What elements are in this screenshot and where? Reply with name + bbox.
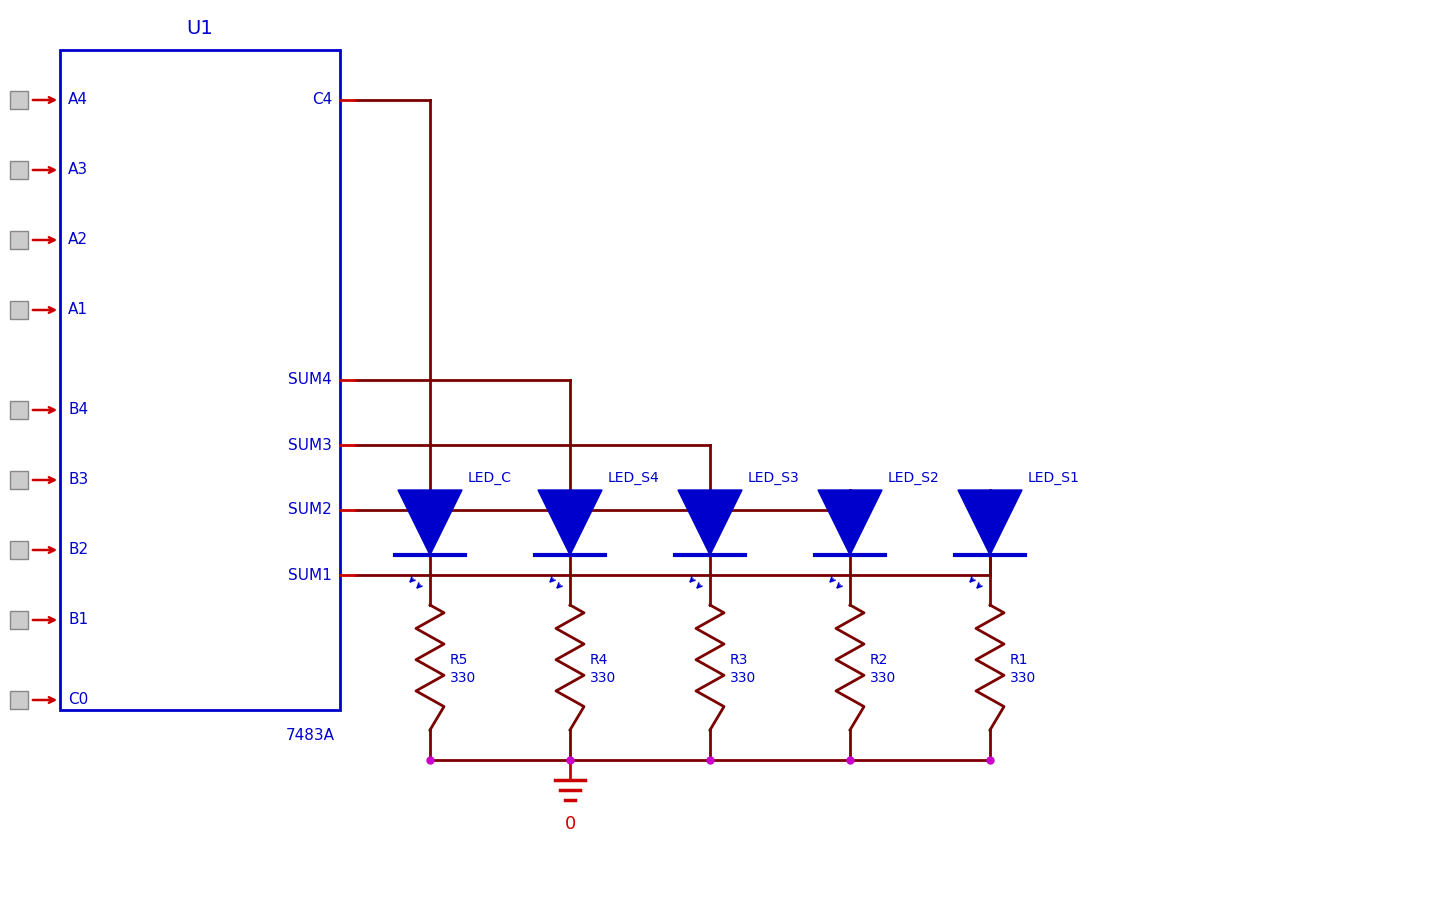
Text: R5: R5	[450, 652, 469, 667]
Text: 330: 330	[590, 671, 617, 684]
Polygon shape	[818, 490, 881, 555]
Text: LED_S2: LED_S2	[889, 471, 940, 485]
Text: B4: B4	[68, 402, 88, 418]
Text: SUM1: SUM1	[288, 568, 332, 583]
Text: R1: R1	[1009, 652, 1028, 667]
Polygon shape	[677, 490, 742, 555]
Text: R3: R3	[731, 652, 748, 667]
Text: 0: 0	[564, 815, 575, 833]
Bar	[10, 91, 27, 109]
Text: 7483A: 7483A	[286, 728, 335, 743]
Bar	[60, 50, 339, 710]
Bar	[10, 541, 27, 559]
Text: LED_S1: LED_S1	[1028, 471, 1080, 485]
Text: LED_C: LED_C	[467, 471, 512, 485]
Text: B3: B3	[68, 473, 88, 487]
Text: B2: B2	[68, 542, 88, 558]
Text: A2: A2	[68, 233, 88, 247]
Text: C0: C0	[68, 692, 88, 707]
Text: LED_S3: LED_S3	[748, 471, 800, 485]
Text: A3: A3	[68, 162, 88, 178]
Bar	[10, 611, 27, 629]
Polygon shape	[958, 490, 1022, 555]
Text: R2: R2	[870, 652, 889, 667]
Bar	[10, 231, 27, 249]
Text: LED_S4: LED_S4	[608, 471, 660, 485]
Text: SUM4: SUM4	[288, 373, 332, 387]
Bar	[10, 301, 27, 319]
Text: A1: A1	[68, 302, 88, 318]
Text: U1: U1	[187, 19, 213, 38]
Polygon shape	[538, 490, 603, 555]
Text: 330: 330	[870, 671, 896, 684]
Text: 330: 330	[1009, 671, 1037, 684]
Text: 330: 330	[731, 671, 756, 684]
Text: B1: B1	[68, 613, 88, 627]
Text: SUM3: SUM3	[288, 438, 332, 453]
Bar	[10, 471, 27, 489]
Bar	[10, 161, 27, 179]
Bar	[10, 401, 27, 419]
Text: 330: 330	[450, 671, 476, 684]
Text: SUM2: SUM2	[288, 503, 332, 518]
Text: A4: A4	[68, 93, 88, 107]
Text: R4: R4	[590, 652, 608, 667]
Bar	[10, 691, 27, 709]
Polygon shape	[398, 490, 462, 555]
Text: C4: C4	[312, 93, 332, 107]
